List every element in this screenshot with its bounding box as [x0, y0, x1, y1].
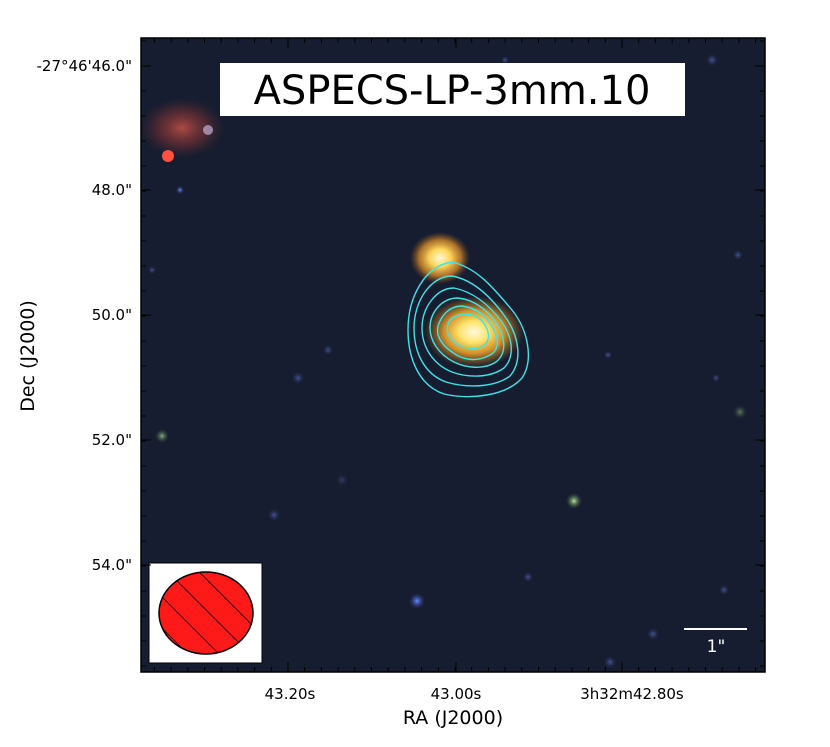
- x-tick-label: 3h32m42.80s: [580, 685, 684, 703]
- y-tick-label: 50.0": [92, 306, 132, 324]
- green-source: [566, 493, 582, 509]
- x-tick-labels: 43.20s 43.00s 3h32m42.80s: [265, 685, 684, 703]
- galaxy-companion: [410, 232, 470, 284]
- y-axis-title: Dec (J2000): [17, 300, 39, 412]
- y-tick-label: 54.0": [92, 556, 132, 574]
- scale-bar: 1": [684, 628, 747, 657]
- y-tick-label: -27°46'46.0": [36, 57, 132, 75]
- title-box: ASPECS-LP-3mm.10: [220, 63, 685, 116]
- plot-frame: [140, 37, 766, 673]
- x-axis-title: RA (J2000): [403, 707, 503, 729]
- x-tick-label: 43.20s: [265, 685, 316, 703]
- y-tick-labels: -27°46'46.0" 48.0" 50.0" 52.0" 54.0": [36, 57, 132, 574]
- red-source: [141, 98, 224, 158]
- minor-ticks: [141, 38, 765, 672]
- sky-image: 1" ASPECS-LP-3mm.10: [141, 38, 765, 672]
- blue-source: [409, 593, 425, 609]
- y-tick-label: 48.0": [92, 181, 132, 199]
- scale-bar-label: 1": [707, 637, 726, 657]
- contours: [407, 261, 529, 398]
- y-tick-label: 52.0": [92, 431, 132, 449]
- beam-inset: [148, 562, 263, 664]
- plot-title: ASPECS-LP-3mm.10: [254, 68, 651, 114]
- x-tick-label: 43.00s: [431, 685, 482, 703]
- beam-ellipse: [158, 571, 254, 655]
